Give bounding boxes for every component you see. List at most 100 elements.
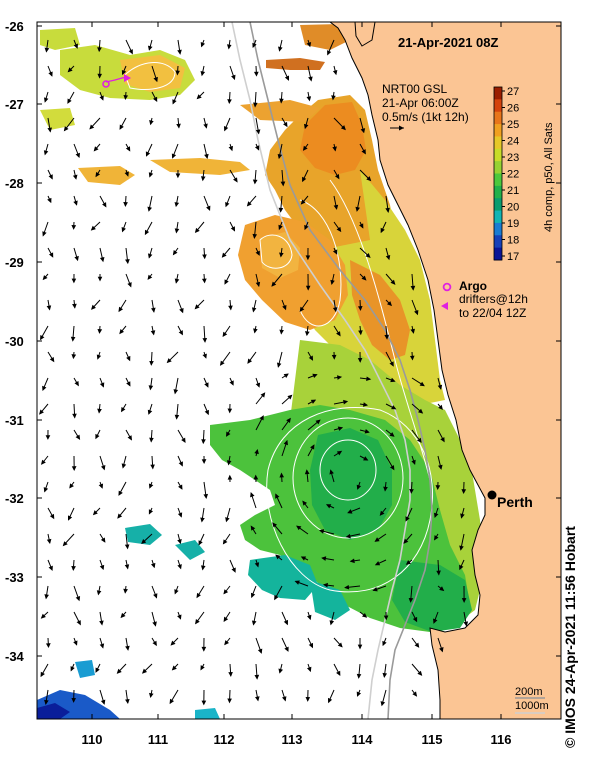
current-arrow-head — [405, 516, 410, 522]
current-arrow-head — [196, 592, 201, 599]
current-arrow-head — [379, 510, 385, 516]
map-content — [37, 22, 561, 719]
current-arrow-head — [274, 594, 279, 601]
current-arrow-head — [148, 483, 154, 489]
current-arrow-head — [405, 560, 411, 565]
current-arrow-head — [99, 643, 105, 649]
current-arrow-head — [247, 358, 253, 364]
current-arrow-head — [389, 361, 394, 367]
current-arrow-head — [461, 598, 467, 603]
current-arrow-head — [45, 643, 51, 649]
current-arrow-head — [278, 668, 284, 674]
sst-patch-far-north-1 — [266, 58, 325, 70]
current-arrow-head — [382, 672, 388, 678]
sst-patch-teal-3 — [125, 524, 162, 545]
current-arrow-head — [255, 129, 261, 135]
sst-patch-sw-teal — [75, 660, 95, 678]
current-arrow-head — [194, 227, 200, 234]
current-arrow-head — [97, 47, 102, 53]
current-arrow-head — [47, 127, 53, 133]
current-arrow-head — [99, 95, 104, 101]
sst-patch-far-north-3 — [150, 158, 250, 175]
current-arrow-head — [125, 146, 131, 152]
current-arrow-head — [225, 517, 230, 523]
current-arrow-head — [149, 692, 154, 699]
current-arrow-head — [124, 564, 130, 570]
lat-label: -34 — [5, 649, 25, 664]
current-arrow-head — [201, 459, 207, 465]
current-arrow-head — [356, 484, 362, 490]
argo-legend-icon — [442, 282, 452, 292]
current-arrow-head — [329, 469, 334, 475]
current-arrow-head — [149, 360, 154, 366]
current-arrow-head — [361, 149, 366, 155]
current-arrow-head — [69, 483, 74, 489]
current-arrow-head — [225, 201, 230, 208]
current-arrow-head — [123, 95, 129, 101]
current-arrow-head — [359, 223, 364, 229]
current-arrow-head — [283, 373, 289, 379]
current-arrow-head — [227, 408, 233, 414]
colorbar-tick-label: 23 — [507, 152, 519, 164]
colorbar-segment — [494, 111, 502, 125]
current-arrow-head — [280, 181, 286, 187]
current-arrow-head — [128, 49, 133, 55]
current-arrow-head — [95, 667, 100, 673]
current-arrow-head — [303, 123, 309, 130]
current-arrow-head — [279, 472, 285, 478]
land-western-australia — [329, 22, 561, 719]
current-arrow-head — [203, 123, 208, 129]
current-arrow-head — [312, 373, 318, 379]
drifter-legend-icon — [441, 302, 448, 310]
bathy-1000m — [231, 22, 411, 719]
map-title: 21-Apr-2021 08Z — [398, 35, 498, 50]
sst-patch-shelf-orange — [350, 260, 410, 360]
current-arrow-head — [361, 275, 367, 281]
current-arrow-head — [100, 537, 106, 543]
current-arrow-head — [250, 592, 256, 599]
current-arrow-head — [459, 564, 464, 571]
colorbar-segment — [494, 185, 502, 199]
current-arrow-head — [119, 329, 125, 335]
current-arrow-head — [76, 620, 81, 626]
current-arrow-head — [300, 556, 307, 561]
current-arrow-head — [385, 255, 391, 261]
current-arrow-head — [356, 691, 362, 697]
map-axes: 110 111 112 113 114 115 116 -26 -27 -28 -29 -30 -31 -… — [5, 19, 561, 747]
current-arrow-head — [72, 174, 78, 180]
map-frame — [36, 21, 562, 720]
current-arrow-head — [433, 535, 439, 541]
current-arrow-head — [179, 307, 184, 314]
current-arrow-head — [97, 408, 102, 414]
bathymetry-lines — [231, 22, 433, 719]
current-arrow-head — [283, 121, 288, 128]
current-arrow-head — [221, 252, 227, 258]
current-arrow-head — [62, 541, 68, 547]
current-arrow-head — [70, 666, 75, 672]
current-arrow-head — [380, 227, 385, 234]
current-arrow-head — [374, 537, 380, 542]
current-arrow-head — [306, 666, 312, 673]
current-arrow-head — [219, 360, 225, 366]
current-arrow-head — [152, 96, 158, 103]
current-arrow-head — [73, 640, 78, 646]
current-arrow-head — [49, 356, 55, 363]
colorbar-segment — [494, 99, 502, 113]
product-line-3: 0.5m/s (1kt 12h) — [382, 110, 469, 124]
current-arrow-head — [200, 42, 206, 48]
current-arrow-head — [278, 207, 284, 213]
current-arrow-head — [252, 233, 258, 239]
current-arrow-head — [150, 464, 155, 470]
sst-patch-teal-2 — [310, 580, 350, 620]
current-arrow-head — [99, 257, 105, 263]
sst-field — [37, 24, 485, 719]
current-arrow-head — [48, 71, 53, 77]
current-arrow-head — [253, 474, 259, 480]
current-arrow-head — [172, 250, 178, 256]
current-arrow-head — [357, 357, 363, 363]
current-arrow-head — [177, 564, 182, 570]
current-arrow-head — [284, 75, 289, 81]
current-arrow-head — [72, 303, 77, 309]
current-arrow-head — [318, 529, 325, 534]
perth-dot-icon — [487, 490, 497, 500]
